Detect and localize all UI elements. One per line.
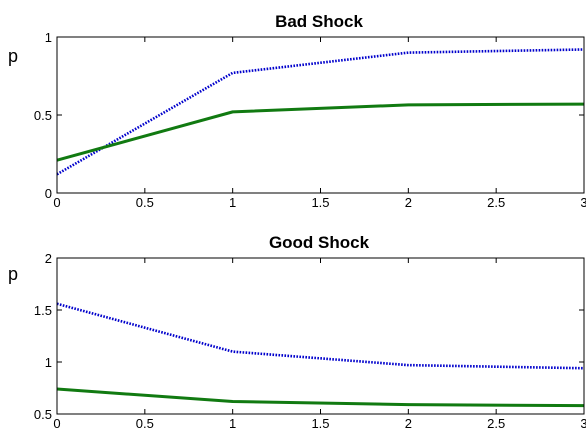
x-tick-label-good-shock: 1 <box>229 416 236 431</box>
y-axis-label-bad-shock: p <box>8 46 18 66</box>
ticks-layer-bad-shock: 0 0.5 1 1.5 2 2.5 3 0 0.5 1 <box>34 30 586 210</box>
series-layer-good-shock <box>56 302 585 408</box>
y-tick-label-bad-shock: 0.5 <box>34 108 52 123</box>
series-line-bad-shock-dotted <box>56 48 585 176</box>
x-tick-label-good-shock: 3 <box>580 416 586 431</box>
x-tick-label-good-shock: 0.5 <box>136 416 154 431</box>
x-tick-label-bad-shock: 3 <box>580 195 586 210</box>
axes-box-bad-shock <box>56 36 585 194</box>
y-tick-label-good-shock: 1 <box>45 355 52 370</box>
series-line-bad-shock-solid <box>56 102 585 162</box>
series-line-good-shock-dotted <box>56 302 585 370</box>
y-tick-label-bad-shock: 0 <box>45 186 52 201</box>
series-layer-bad-shock <box>56 48 585 176</box>
y-tick-label-good-shock: 0.5 <box>34 407 52 422</box>
x-tick-label-good-shock: 1.5 <box>311 416 329 431</box>
x-tick-label-bad-shock: 2.5 <box>487 195 505 210</box>
x-tick-label-good-shock: 2.5 <box>487 416 505 431</box>
y-tick-label-bad-shock: 1 <box>45 30 52 45</box>
ticks-layer-good-shock: 0 0.5 1 1.5 2 2.5 30.511.52 <box>34 251 586 431</box>
y-axis-label-good-shock: p <box>8 264 18 284</box>
x-tick-label-bad-shock: 1.5 <box>311 195 329 210</box>
x-tick-label-good-shock: 0 <box>53 416 60 431</box>
y-tick-label-good-shock: 1.5 <box>34 303 52 318</box>
x-tick-label-good-shock: 2 <box>405 416 412 431</box>
subplot-bad-shock: Bad Shock p 0 0.5 1 1.5 2 2.5 3 0 0.5 1 <box>8 12 586 210</box>
y-tick-label-good-shock: 2 <box>45 251 52 266</box>
chart-title-bad-shock: Bad Shock <box>275 12 363 31</box>
x-tick-label-bad-shock: 1 <box>229 195 236 210</box>
x-tick-label-bad-shock: 0.5 <box>136 195 154 210</box>
x-tick-label-bad-shock: 0 <box>53 195 60 210</box>
axes-box-good-shock <box>56 257 585 415</box>
chart-title-good-shock: Good Shock <box>269 233 370 252</box>
x-tick-label-bad-shock: 2 <box>405 195 412 210</box>
series-line-good-shock-solid <box>56 387 585 408</box>
subplot-good-shock: Good Shock p 0 0.5 1 1.5 2 2.5 30.511.52 <box>8 233 586 431</box>
